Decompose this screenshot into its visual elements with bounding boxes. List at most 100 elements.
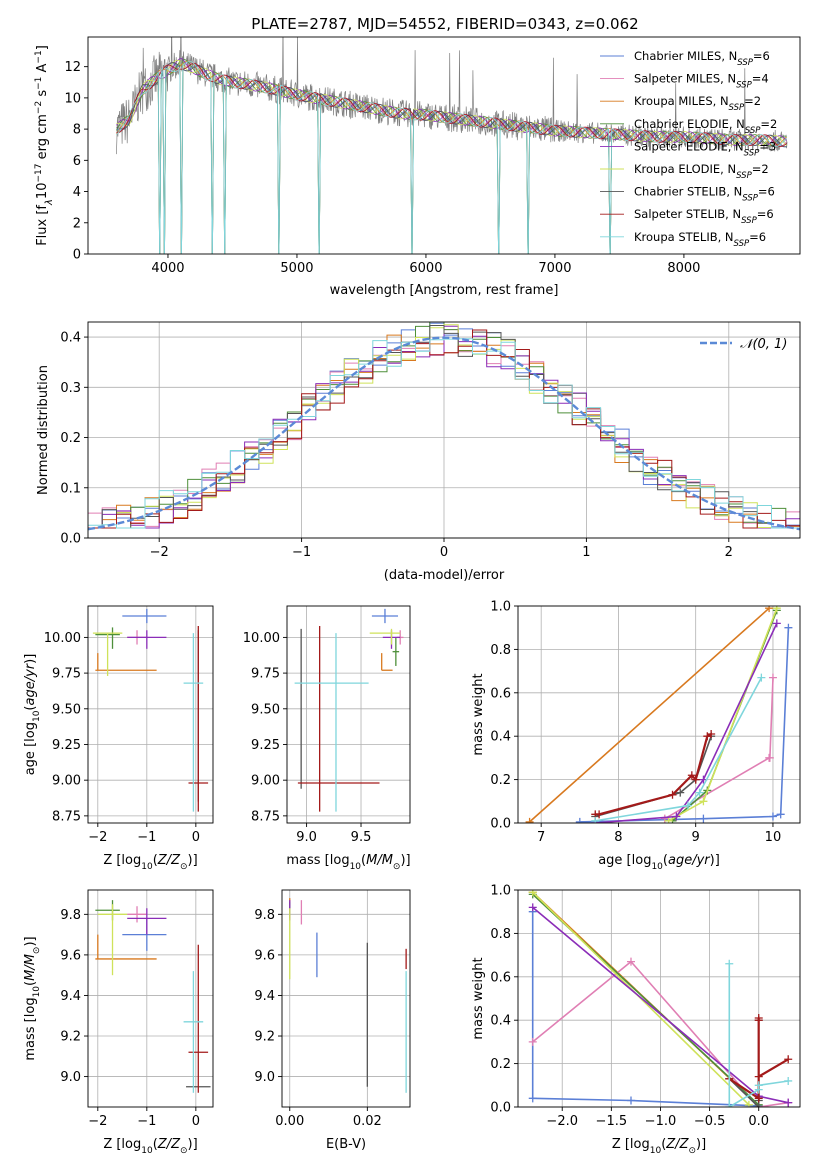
- y-tick-label: 9.8: [254, 908, 275, 923]
- marker-kroupa-elodie: [699, 797, 708, 806]
- panel-age_vs_mass: 9.0 9.5 8.75 9.00 9.25 9.50 9.75 10.00 mass [log…: [243, 605, 411, 872]
- axes-frame: [281, 889, 411, 1108]
- label-part: −17: [34, 164, 44, 183]
- x-axis-label: wavelength [Angstrom, rest frame]: [330, 283, 559, 298]
- label-part: Z/Z: [157, 1137, 181, 1152]
- label-part: SSP: [741, 216, 757, 226]
- marker-kroupa-stelib: [754, 1081, 763, 1090]
- marker-chabrier-miles: [699, 814, 708, 823]
- label-part: 10: [32, 986, 42, 998]
- marker-kroupa-stelib: [725, 959, 734, 968]
- y-axis-label: age [log10(age/yr)]: [23, 654, 42, 776]
- axes-frame: [517, 889, 801, 1108]
- label-part: 10: [32, 710, 42, 722]
- y-tick-label: 1.0: [490, 884, 511, 899]
- y-tick-label: 9.6: [254, 948, 275, 963]
- x-tick-label: −1: [137, 1114, 156, 1129]
- x-tick-label: 0.0: [748, 1114, 769, 1129]
- label-part: =2: [760, 117, 777, 131]
- label-part: (: [663, 853, 668, 868]
- y-axis-label: Normed distribution: [36, 365, 51, 495]
- panel-residuals: −2 −1 0 1 2 0.0 0.1 0.2 0.3 0.4 (data-model)/error…: [36, 321, 801, 583]
- label-part: ⊙: [180, 1146, 188, 1156]
- marker-kroupa-stelib: [683, 801, 692, 810]
- label-part: erg cm: [35, 114, 50, 163]
- label-part: ]: [35, 45, 50, 50]
- label-part: SSP: [736, 171, 752, 181]
- legend-label-chabrier-miles: Chabrier MILES, NSSP=6: [634, 49, 770, 68]
- y-tick-label: 12: [64, 60, 81, 75]
- y-tick-label: 9.75: [251, 667, 280, 682]
- label-part: Chabrier STELIB, N: [634, 185, 742, 199]
- label-part: 10: [651, 862, 663, 872]
- label-part: (: [661, 1137, 666, 1152]
- marker-salpeter-elodie: [772, 619, 781, 628]
- y-tick-label: 9.8: [60, 908, 81, 923]
- axes-frame: [87, 605, 214, 824]
- label-part: )]: [400, 853, 410, 868]
- x-axis-label: mass [log10(M/M⊙)]: [286, 853, 410, 872]
- axes-frame: [87, 36, 801, 255]
- marker-salpeter-miles: [528, 1037, 537, 1046]
- legend-label-gaussian: 𝒩(0, 1): [740, 337, 787, 352]
- label-part: age/yr: [668, 853, 711, 868]
- marker-salpeter-stelib: [754, 1072, 763, 1081]
- y-tick-label: 0: [73, 248, 81, 263]
- y-tick-label: 9.50: [52, 702, 81, 717]
- x-tick-label: 0: [192, 1114, 200, 1129]
- y-tick-label: 8: [73, 123, 81, 138]
- legend-label-salpeter-miles: Salpeter MILES, NSSP=4: [634, 72, 769, 91]
- y-tick-label: 9.50: [251, 702, 280, 717]
- gaussian-curve: [88, 336, 800, 531]
- y-tick-label: 0.0: [490, 1101, 511, 1116]
- marker-chabrier-miles: [528, 1094, 537, 1103]
- marker-salpeter-miles: [768, 673, 777, 682]
- x-axis-label: E(B-V): [326, 1137, 366, 1152]
- label-part: Z [log: [612, 1137, 650, 1152]
- x-tick-label: 9.5: [351, 830, 372, 845]
- label-part: =6: [758, 185, 775, 199]
- marker-kroupa-elodie: [528, 890, 537, 897]
- label-part: λ: [44, 199, 55, 206]
- label-part: 10: [141, 1146, 153, 1156]
- label-part: Kroupa ELODIE, N: [634, 162, 736, 176]
- y-tick-label: 8.75: [251, 809, 280, 824]
- label-part: ⊙: [688, 1146, 696, 1156]
- y-axis-label: mass weight: [471, 673, 486, 755]
- y-tick-label: 0.2: [490, 1057, 511, 1072]
- y-axis-label: Flux [fλ10−17 erg cm−2 s−1 A−1]: [34, 45, 55, 246]
- y-tick-label: 9.4: [254, 989, 275, 1004]
- y-tick-label: 9.4: [60, 989, 81, 1004]
- y-axis-label: mass weight: [471, 957, 486, 1039]
- label-part: (: [361, 853, 366, 868]
- x-tick-label: 10: [765, 830, 782, 845]
- marker-kroupa-elodie: [772, 606, 781, 613]
- marker-kroupa-stelib: [695, 788, 704, 797]
- label-part: age [log: [23, 722, 38, 775]
- label-part: Z [log: [103, 853, 141, 868]
- x-axis-label: Z [log10(Z/Z⊙)]: [103, 853, 197, 872]
- x-tick-label: 0.02: [353, 1114, 382, 1129]
- plot-area-mass_vs_Z: [95, 900, 211, 1093]
- label-part: 10: [650, 1146, 662, 1156]
- label-part: )]: [188, 853, 198, 868]
- label-part: SSP: [736, 81, 752, 91]
- label-part: Flux [f: [35, 205, 50, 246]
- x-tick-label: 9: [692, 830, 700, 845]
- marker-kroupa-stelib: [757, 673, 766, 682]
- legend: Chabrier MILES, NSSP=6 Salpeter MILES, NS…: [600, 49, 777, 249]
- marker-salpeter-stelib: [668, 790, 677, 799]
- model-spectrum-kroupa-stelib: [116, 61, 787, 254]
- y-tick-label: 6: [73, 154, 81, 169]
- label-part: age [log: [598, 853, 651, 868]
- label-part: 10: [141, 862, 153, 872]
- y-tick-label: 0.6: [490, 686, 511, 701]
- label-part: SSP: [745, 126, 761, 136]
- label-part: mass [log: [23, 997, 38, 1060]
- marker-chabrier-miles: [626, 1096, 635, 1105]
- y-tick-label: 9.6: [60, 948, 81, 963]
- axes-frame: [517, 605, 801, 824]
- y-tick-label: 0.1: [60, 481, 81, 496]
- x-axis-label: Z [log10(Z/Z⊙)]: [612, 1137, 706, 1156]
